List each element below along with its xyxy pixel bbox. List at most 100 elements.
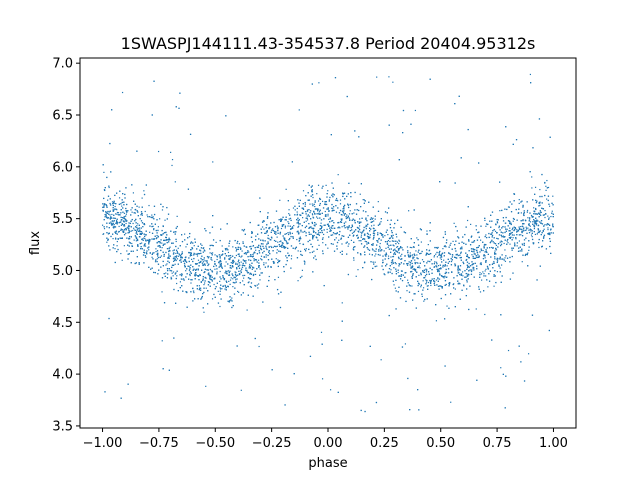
scatter-point [253, 260, 255, 262]
scatter-point [168, 268, 170, 270]
scatter-point [344, 213, 346, 215]
scatter-point [405, 300, 407, 303]
scatter-point [392, 237, 394, 239]
scatter-point [484, 255, 486, 257]
scatter-point [347, 216, 349, 219]
scatter-point [360, 236, 362, 238]
scatter-point [388, 248, 390, 250]
scatter-point [179, 281, 181, 283]
scatter-point [441, 286, 443, 288]
scatter-point [157, 241, 160, 243]
scatter-point [348, 213, 351, 215]
scatter-point [157, 226, 159, 228]
scatter-point [538, 246, 540, 249]
scatter-point [228, 272, 230, 274]
scatter-point [241, 229, 243, 231]
scatter-point [466, 279, 468, 281]
scatter-point [189, 268, 191, 270]
scatter-point [141, 238, 143, 241]
scatter-point [291, 226, 294, 228]
scatter-point [472, 251, 474, 253]
scatter-point [240, 271, 242, 274]
scatter-point [533, 231, 535, 233]
scatter-point [504, 407, 506, 409]
scatter-point [292, 247, 294, 249]
scatter-point [500, 231, 502, 233]
scatter-point [353, 257, 355, 259]
scatter-point [251, 262, 253, 264]
scatter-point [219, 257, 221, 259]
scatter-point [478, 236, 480, 238]
scatter-point [422, 270, 424, 272]
scatter-point [248, 265, 251, 267]
scatter-point [421, 259, 424, 261]
scatter-point [245, 269, 247, 271]
scatter-point [372, 217, 374, 219]
scatter-point [260, 255, 263, 257]
scatter-point [300, 231, 302, 233]
scatter-point [455, 225, 457, 228]
scatter-point [111, 224, 113, 226]
scatter-point [257, 265, 260, 267]
scatter-point [448, 246, 450, 248]
scatter-point [156, 260, 158, 263]
scatter-point [516, 219, 518, 221]
scatter-point [429, 222, 431, 224]
scatter-point [242, 241, 244, 243]
scatter-point [154, 261, 157, 263]
scatter-point [136, 226, 138, 229]
scatter-point [189, 221, 191, 223]
scatter-point [209, 282, 211, 284]
scatter-point [114, 205, 116, 208]
scatter-point [371, 218, 373, 220]
scatter-point [377, 241, 379, 243]
scatter-point [436, 263, 438, 265]
scatter-point [285, 240, 287, 242]
scatter-point [166, 263, 168, 265]
scatter-point [512, 227, 514, 229]
scatter-point [493, 260, 495, 263]
scatter-point [113, 223, 115, 226]
scatter-point [414, 109, 416, 112]
scatter-point [180, 255, 182, 257]
scatter-point [531, 232, 533, 234]
scatter-point [311, 83, 313, 85]
scatter-point [415, 270, 417, 272]
scatter-point [287, 225, 289, 227]
scatter-point [523, 227, 525, 229]
scatter-point [389, 223, 391, 226]
scatter-point [301, 224, 303, 227]
scatter-point [473, 251, 475, 253]
scatter-point [263, 247, 265, 249]
scatter-point [445, 276, 447, 278]
scatter-point [135, 237, 138, 239]
scatter-point [116, 222, 118, 224]
scatter-point [251, 256, 254, 258]
scatter-point [181, 273, 183, 275]
scatter-point [530, 82, 532, 84]
scatter-point [137, 245, 139, 247]
scatter-point [298, 231, 300, 234]
scatter-point [287, 221, 289, 223]
scatter-point [271, 369, 273, 371]
scatter-point [128, 228, 130, 230]
scatter-point [168, 369, 170, 371]
scatter-point [548, 329, 550, 332]
scatter-point [156, 253, 158, 255]
scatter-point [365, 211, 367, 213]
scatter-point [363, 251, 366, 253]
scatter-point [493, 262, 495, 264]
scatter-point [506, 243, 508, 245]
scatter-point [247, 271, 250, 274]
scatter-point [499, 267, 501, 269]
scatter-point [393, 245, 395, 247]
scatter-point [177, 247, 179, 249]
scatter-point [314, 205, 316, 208]
scatter-point [175, 252, 177, 255]
scatter-point [125, 232, 127, 234]
scatter-point [120, 229, 122, 231]
scatter-point [149, 231, 151, 233]
scatter-point [318, 244, 320, 246]
scatter-point [172, 271, 175, 273]
scatter-point [411, 276, 413, 278]
